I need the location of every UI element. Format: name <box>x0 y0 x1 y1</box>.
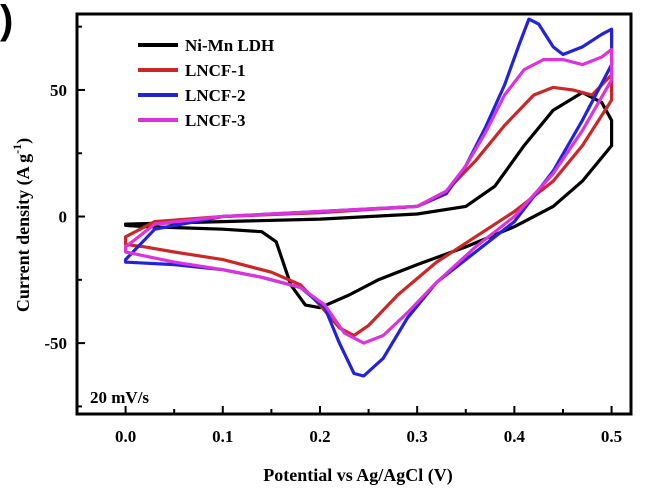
y-axis-title-close: ) <box>13 138 34 144</box>
panel-letter: ) <box>0 0 13 42</box>
x-tick-label: 0.0 <box>115 427 136 446</box>
legend-label-1: LNCF-1 <box>185 61 245 80</box>
y-axis-ticks: -50 0 50 <box>44 25 85 408</box>
y-tick-label: -50 <box>44 334 67 353</box>
legend: Ni-Mn LDH LNCF-1 LNCF-2 LNCF-3 <box>138 36 274 130</box>
y-axis-title-sup: -1 <box>10 144 24 154</box>
x-axis-title: Potential vs Ag/AgCl (V) <box>263 465 452 486</box>
legend-label-3: LNCF-3 <box>185 111 245 130</box>
series-line-3 <box>124 47 614 345</box>
legend-label-0: Ni-Mn LDH <box>185 36 274 55</box>
plot-series <box>124 17 614 378</box>
x-tick-label: 0.5 <box>601 427 622 446</box>
y-axis-title: Current density (A g-1) <box>10 138 34 312</box>
x-axis-ticks: 0.0 0.1 0.2 0.3 0.4 0.5 <box>115 406 622 446</box>
x-tick-label: 0.1 <box>212 427 233 446</box>
x-tick-label: 0.3 <box>407 427 428 446</box>
scan-rate-annotation: 20 mV/s <box>90 388 149 407</box>
legend-label-2: LNCF-2 <box>185 86 245 105</box>
y-tick-label: 0 <box>59 208 68 227</box>
series-line-0 <box>124 90 614 310</box>
plot-frame <box>75 12 633 416</box>
x-tick-label: 0.2 <box>309 427 330 446</box>
y-tick-label: 50 <box>50 81 67 100</box>
y-axis-title-main: Current density (A g <box>13 154 34 312</box>
x-tick-label: 0.4 <box>504 427 526 446</box>
